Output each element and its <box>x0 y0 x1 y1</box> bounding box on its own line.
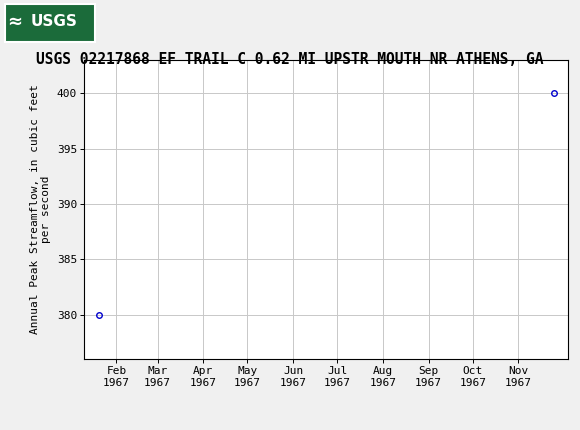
Text: ≈: ≈ <box>7 12 22 31</box>
Y-axis label: Annual Peak Streamflow, in cubic feet
per second: Annual Peak Streamflow, in cubic feet pe… <box>30 85 52 335</box>
Bar <box>5 3 95 42</box>
Text: USGS 02217868 EF TRAIL C 0.62 MI UPSTR MOUTH NR ATHENS, GA: USGS 02217868 EF TRAIL C 0.62 MI UPSTR M… <box>36 52 544 67</box>
Text: USGS: USGS <box>30 14 77 29</box>
